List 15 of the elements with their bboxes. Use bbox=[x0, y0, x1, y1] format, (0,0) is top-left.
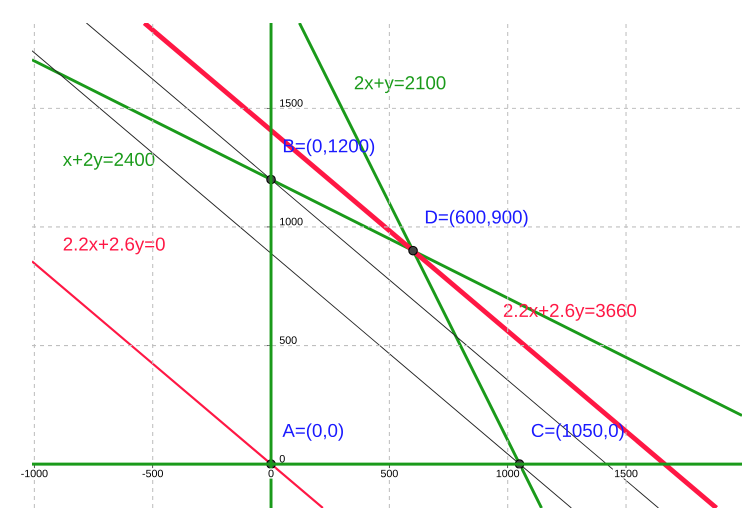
y-tick-label: 500 bbox=[280, 336, 297, 344]
series-label: x+2y=2400 bbox=[62, 152, 154, 170]
series-label: 2.2x+2.6y=0 bbox=[64, 237, 165, 254]
x-tick-label: 1500 bbox=[614, 470, 638, 478]
y-tick-label: 1500 bbox=[280, 99, 303, 107]
y-tick-label: 0 bbox=[280, 454, 285, 463]
x-tick-label: -1000 bbox=[21, 470, 48, 478]
annotation: D=(600,900) bbox=[426, 210, 528, 228]
x-tick-label: 1000 bbox=[496, 470, 520, 478]
x-tick-label: 0 bbox=[268, 470, 274, 478]
series-label: 2x+y=2100 bbox=[354, 76, 446, 94]
y-tick-label: 1000 bbox=[280, 218, 303, 226]
annotation: A=(0,0) bbox=[282, 423, 343, 441]
x-tick-label: 500 bbox=[380, 470, 398, 478]
x-tick-label: -500 bbox=[142, 470, 163, 478]
